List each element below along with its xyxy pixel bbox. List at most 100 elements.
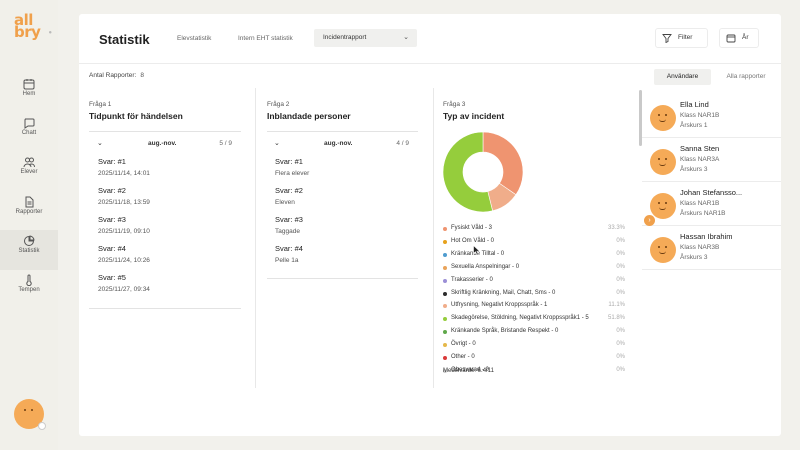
avatar-eye	[665, 202, 667, 204]
document-icon	[25, 196, 34, 208]
legend-dot	[443, 239, 447, 244]
sidebar-item-label: Statistik	[18, 248, 40, 254]
user-list: Ella Lind Klass NAR1B Årskurs 1 Sanna St…	[642, 94, 781, 284]
answer-group-header[interactable]: ⌄ aug.-nov. 4 / 9	[274, 140, 409, 150]
question-panel-1: Fråga 1 Tidpunkt för händelsen	[89, 94, 241, 394]
sidebar-item-label: Elever	[20, 169, 38, 175]
question-panel-2: Fråga 2 Inblandade personer	[267, 94, 419, 394]
legend-item: Sexuella Anspelningar - 0 0%	[443, 264, 625, 274]
user-class: Klass NAR1B	[680, 112, 720, 119]
user-name: Sanna Sten	[680, 144, 720, 153]
legend-item: Skriftlig Kränkning, Mail, Chatt, Sms - …	[443, 290, 625, 300]
group-divider	[89, 131, 241, 132]
chevron-down-icon[interactable]: ⌄	[97, 140, 103, 147]
toggle-users[interactable]: Användare	[654, 69, 711, 85]
answer-item: Svar: #1 2025/11/14, 14:01	[98, 157, 150, 177]
sidebar-item-rapporter[interactable]: Rapporter	[0, 191, 58, 231]
question-title: Inblandade personer	[267, 111, 351, 121]
legend-percent: 0%	[616, 354, 625, 360]
user-avatar	[650, 237, 676, 263]
user-avatar	[650, 105, 676, 131]
legend-dot	[443, 330, 447, 335]
legend-item: Obesvarad - 0 0%	[443, 367, 625, 377]
incident-donut-chart	[442, 131, 524, 213]
legend-dot	[443, 252, 447, 257]
legend-dot	[443, 278, 447, 283]
legend-item: Övrigt - 0 0%	[443, 341, 625, 351]
legend-label: Utfrysning, Negativt Kroppsspråk - 1	[451, 302, 548, 309]
user-avatar	[650, 149, 676, 175]
answer-item: Svar: #2 Eleven	[275, 186, 303, 206]
avatar-mouth	[659, 207, 666, 210]
answer-item: Svar: #5 2025/11/27, 09:34	[98, 273, 150, 293]
report-count: Antal Rapporter: 8	[89, 72, 144, 79]
answer-item: Svar: #1 Flera elever	[275, 157, 309, 177]
avatar-eye	[658, 202, 660, 204]
sidebar-item-statistik[interactable]: Statistik	[0, 230, 58, 270]
answer-title: Svar: #2	[275, 186, 303, 195]
report-count-value: 8	[140, 72, 144, 79]
legend-item: Fysiskt Våld - 3 33.3%	[443, 225, 625, 235]
answer-item: Svar: #4 2025/11/24, 10:26	[98, 244, 150, 264]
avatar-eye	[658, 246, 660, 248]
user-card[interactable]: Hassan Ibrahim Klass NAR3B Årskurs 3	[642, 226, 781, 270]
average-value: Medelvärde: 6.4/11	[443, 368, 494, 374]
answer-title: Svar: #5	[98, 273, 126, 282]
answer-item: Svar: #3 2025/11/19, 09:10	[98, 215, 150, 235]
legend-label: Skriftlig Kränkning, Mail, Chatt, Sms - …	[451, 289, 556, 296]
report-type-select[interactable]: Incidentrapport ⌄	[314, 29, 417, 47]
column-divider	[433, 88, 434, 388]
user-class: Klass NAR1B	[680, 200, 720, 207]
legend-item: Skadegörelse, Stöldning, Negativt Kropps…	[443, 315, 625, 325]
tab-intern-eht-statistik[interactable]: Intern EHT statistik	[238, 35, 293, 42]
sidebar-item-label: Rapporter	[15, 209, 43, 215]
chevron-down-icon[interactable]: ⌄	[274, 140, 280, 147]
allbry-logo[interactable]: all bry •	[14, 11, 52, 41]
avatar-eye	[658, 158, 660, 160]
user-card[interactable]: Sanna Sten Klass NAR3A Årskurs 3	[642, 138, 781, 182]
answer-value: 2025/11/18, 13:59	[98, 199, 150, 206]
user-grade: Årskurs 3	[680, 166, 708, 173]
donut-slice	[442, 131, 493, 213]
user-card[interactable]: Ella Lind Klass NAR1B Årskurs 1	[642, 94, 781, 138]
question-number: Fråga 3	[443, 101, 466, 108]
settings-badge-icon[interactable]	[38, 422, 46, 430]
filter-label: Filter	[678, 34, 693, 41]
legend-label: Skadegörelse, Stöldning, Negativt Kropps…	[451, 315, 589, 322]
legend-label: Other - 0	[451, 354, 475, 360]
sidebar-item-chatt[interactable]: Chatt	[0, 112, 58, 152]
user-card[interactable]: Johan Stefansso... Klass NAR1B Årskurs N…	[642, 182, 781, 226]
legend-dot	[443, 304, 447, 309]
legend-label: Kränkande Språk, Bristande Respekt - 0	[451, 328, 559, 335]
legend-item: Utfrysning, Negativt Kroppsspråk - 1 11.1…	[443, 302, 625, 312]
group-count: 4 / 9	[396, 140, 409, 147]
legend-item: Other - 0 0%	[443, 354, 625, 364]
user-grade: Årskurs NAR1B	[680, 210, 726, 217]
legend-dot	[443, 368, 447, 373]
panel-scrollbar[interactable]	[639, 90, 642, 146]
legend-percent: 0%	[616, 289, 625, 296]
avatar-eye	[665, 246, 667, 248]
filter-button[interactable]: Filter	[655, 28, 708, 48]
answer-value: Taggade	[275, 228, 300, 235]
sidebar-item-tempen[interactable]: Tempen	[0, 269, 58, 309]
group-divider	[267, 131, 418, 132]
avatar-eye	[665, 114, 667, 116]
donut-slice	[482, 131, 524, 196]
page-title: Statistik	[99, 32, 150, 47]
period-label: År	[742, 34, 749, 41]
tab-elevstatistik[interactable]: Elevstatistik	[177, 35, 212, 42]
legend-item: Kränkande Tilltal - 0 0%	[443, 251, 625, 261]
sidebar-item-elever[interactable]: Elever	[0, 151, 58, 191]
profile-avatar[interactable]	[14, 399, 46, 430]
user-grade: Årskurs 1	[680, 122, 708, 129]
answer-item: Svar: #4 Pelle 1a	[275, 244, 303, 264]
legend-percent: 0%	[616, 276, 625, 283]
sidebar-item-hem[interactable]: Hem	[0, 73, 58, 113]
chevron-right-icon[interactable]: ›	[644, 215, 655, 226]
answer-group-header[interactable]: ⌄ aug.-nov. 5 / 9	[97, 140, 232, 150]
avatar-eye	[658, 114, 660, 116]
period-button[interactable]: År	[719, 28, 759, 48]
answer-title: Svar: #3	[275, 215, 303, 224]
toggle-all-reports[interactable]: Alla rapporter	[726, 73, 766, 80]
